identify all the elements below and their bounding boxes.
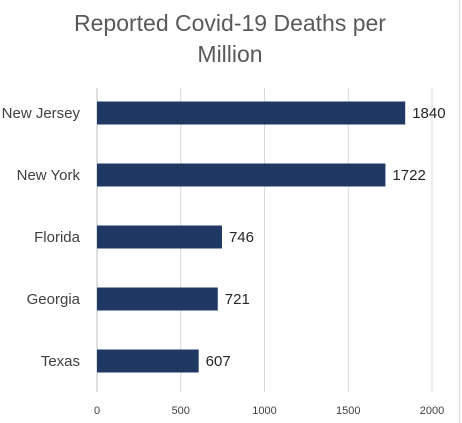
chart-title: Reported Covid-19 Deaths per Million bbox=[74, 10, 386, 67]
x-tick-label: 2000 bbox=[420, 405, 444, 417]
category-label: Georgia bbox=[27, 291, 81, 308]
data-label: 607 bbox=[206, 353, 231, 370]
bar-new-york bbox=[97, 163, 386, 187]
chart-border bbox=[459, 0, 460, 423]
data-label: 1840 bbox=[412, 105, 445, 122]
bar-georgia bbox=[97, 287, 218, 311]
bar-texas bbox=[97, 349, 199, 373]
category-label: New York bbox=[17, 167, 81, 184]
category-label: Texas bbox=[41, 353, 80, 370]
category-label: Florida bbox=[34, 229, 81, 246]
data-label: 746 bbox=[229, 229, 254, 246]
x-tick-label: 1500 bbox=[336, 405, 360, 417]
bar-florida bbox=[97, 225, 222, 249]
data-label: 721 bbox=[225, 291, 250, 308]
data-label: 1722 bbox=[392, 167, 425, 184]
bar-new-jersey bbox=[97, 101, 406, 125]
category-label: New Jersey bbox=[2, 105, 81, 122]
x-tick-label: 500 bbox=[172, 405, 190, 417]
x-tick-label: 0 bbox=[94, 405, 100, 417]
x-tick-label: 1000 bbox=[252, 405, 276, 417]
